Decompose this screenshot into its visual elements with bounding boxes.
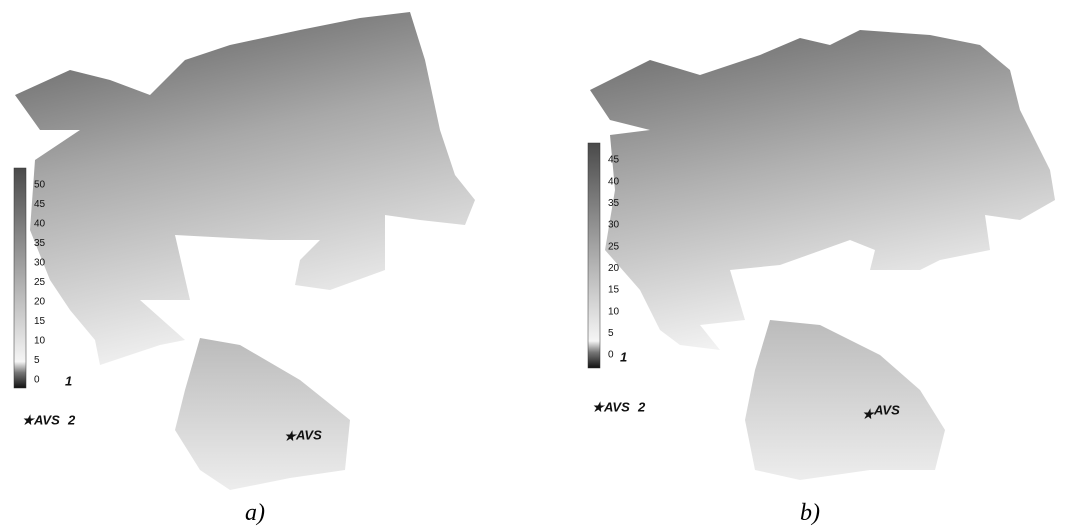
- terrain: [590, 30, 1055, 350]
- surface-number: 1: [65, 373, 72, 388]
- legend-marker-label: AVS: [33, 412, 60, 427]
- colorbar-tick-label: 20: [34, 297, 46, 308]
- caption: b): [800, 500, 820, 526]
- colorbar-tick-label: 20: [608, 263, 620, 274]
- colorbar-tick-label: 40: [608, 176, 620, 187]
- colorbar-tick-label: 25: [34, 277, 46, 288]
- colorbar-tick-label: 10: [34, 336, 46, 347]
- colorbar-tick-label: 5: [608, 328, 614, 339]
- colorbar: [588, 143, 600, 368]
- surface-number: 1: [620, 349, 627, 364]
- terrain-south: [745, 320, 945, 480]
- colorbar-tick-label: 15: [608, 285, 620, 296]
- colorbar-tick-label: 0: [608, 350, 614, 361]
- colorbar-tick-label: 25: [608, 241, 620, 252]
- legend-marker-number: 2: [67, 412, 76, 427]
- colorbar-tick-label: 30: [34, 258, 46, 269]
- colorbar-tick-label: 45: [34, 199, 46, 210]
- site-label: AVS: [295, 427, 322, 442]
- legend-marker-number: 2: [637, 399, 646, 414]
- colorbar-tick-label: 30: [608, 220, 620, 231]
- surface-map-a: [14, 12, 475, 490]
- colorbar-tick-label: 50: [34, 180, 46, 191]
- surface-map-b: [588, 30, 1055, 480]
- colorbar-tick-label: 45: [608, 155, 620, 166]
- colorbar-tick-label: 0: [34, 375, 40, 386]
- site-label: AVS: [873, 402, 900, 417]
- terrain: [15, 12, 475, 365]
- figure: ★ ★ ★ ★ 1 AVS 2 AVS a) 1 AVS 2 AVS b) 05…: [0, 0, 1080, 526]
- terrain-south: [175, 338, 350, 490]
- colorbar-tick-label: 35: [608, 198, 620, 209]
- caption: a): [245, 500, 265, 526]
- colorbar-tick-label: 10: [608, 306, 620, 317]
- colorbar-tick-label: 35: [34, 238, 46, 249]
- legend-marker-label: AVS: [603, 399, 630, 414]
- colorbar-tick-label: 40: [34, 219, 46, 230]
- colorbar-tick-label: 15: [34, 316, 46, 327]
- colorbar: [14, 168, 26, 388]
- colorbar-tick-label: 5: [34, 355, 40, 366]
